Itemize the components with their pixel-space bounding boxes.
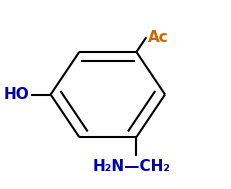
Text: Ac: Ac bbox=[147, 30, 168, 45]
Text: H₂N—CH₂: H₂N—CH₂ bbox=[93, 159, 171, 174]
Text: HO: HO bbox=[3, 87, 29, 102]
